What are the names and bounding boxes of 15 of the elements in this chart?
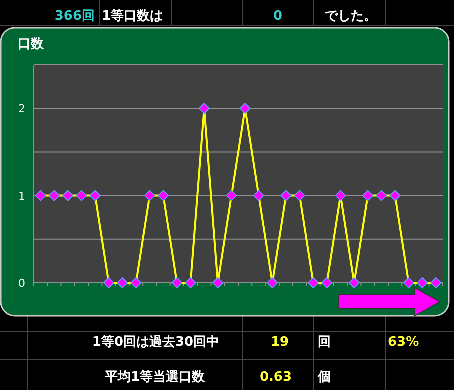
text: でした。 — [325, 9, 377, 24]
text: 平均1等当選口数 — [104, 370, 206, 385]
text: 回 — [318, 335, 331, 350]
text: 0 — [273, 9, 283, 24]
y-tick-label: 1 — [18, 190, 26, 203]
y-tick-label: 0 — [18, 277, 26, 290]
chart-title: 口数 — [18, 37, 45, 52]
text: 0.63 — [260, 370, 292, 385]
text: 19 — [270, 335, 290, 350]
text: 366回 — [54, 9, 95, 24]
y-tick-label: 2 — [18, 102, 26, 116]
text: 63% — [388, 335, 420, 350]
text: 1等0回は過去30回中 — [92, 335, 220, 350]
text: 個 — [317, 370, 331, 385]
text: 1等口数は — [102, 9, 164, 24]
